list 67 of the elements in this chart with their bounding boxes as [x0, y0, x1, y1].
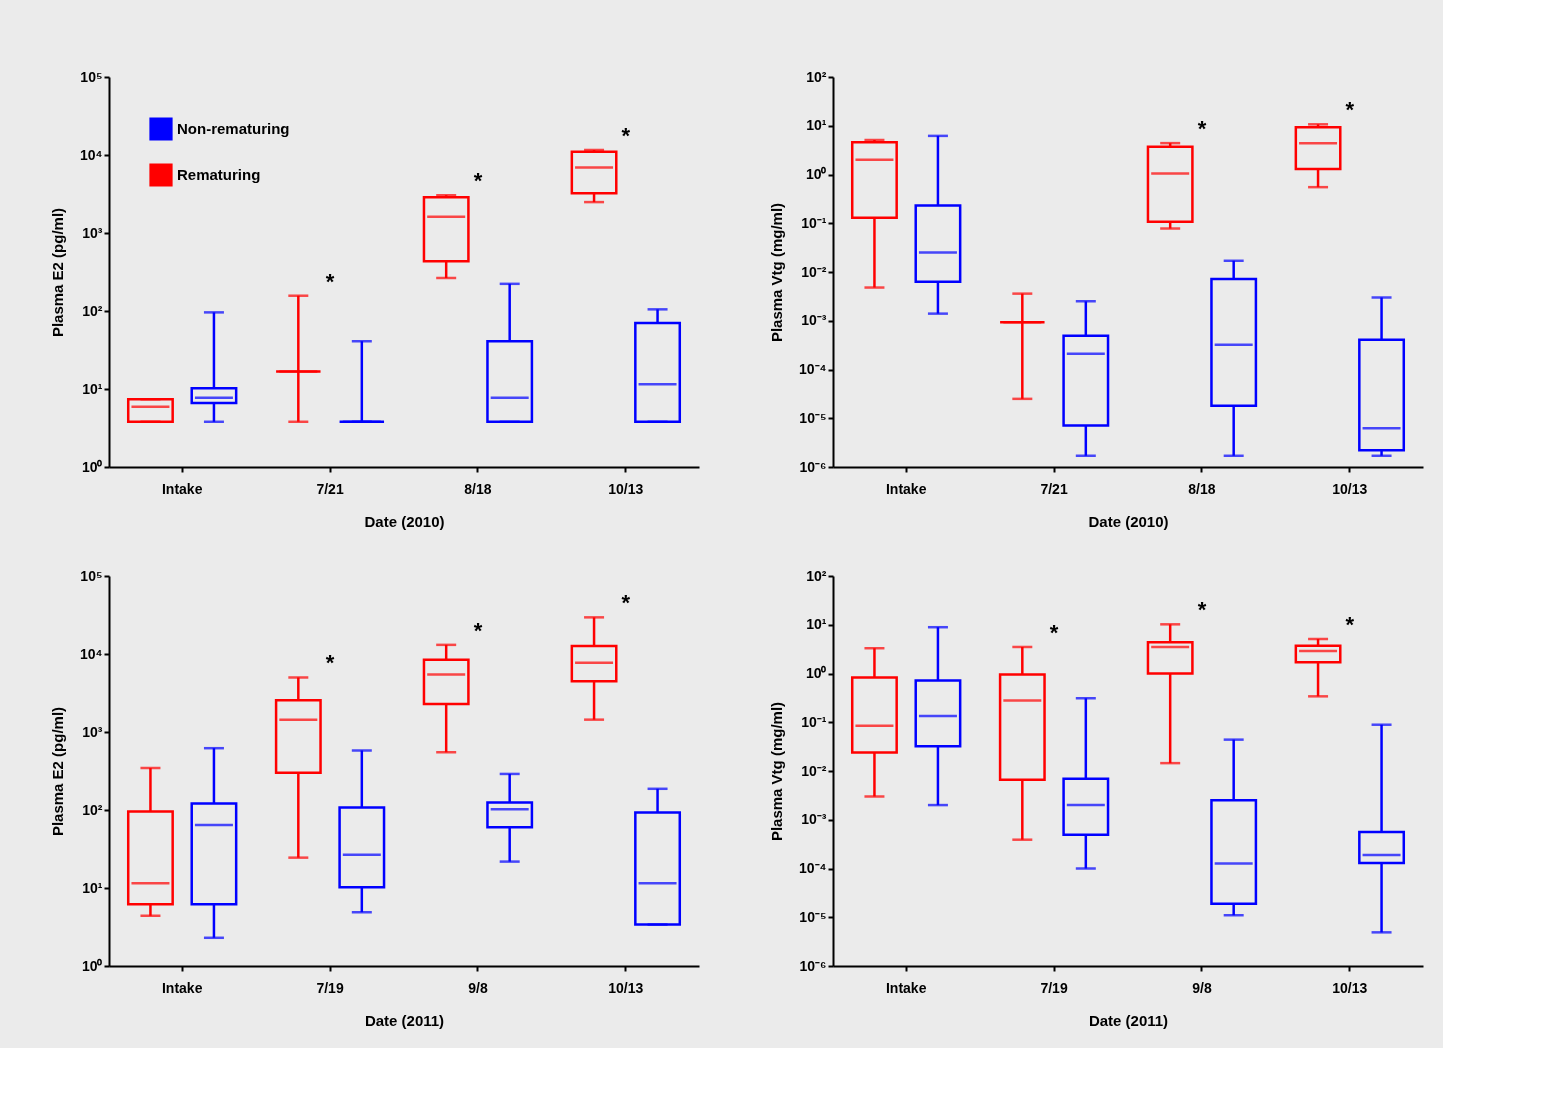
x-axis-title: Date (2010) [1088, 512, 1169, 530]
y-tick-label: 10² [82, 302, 103, 319]
y-tick-label: 10⁻³ [801, 811, 827, 828]
annotation: * [325, 268, 335, 294]
x-tick-label: 10/13 [1332, 480, 1368, 497]
y-tick-label: 10⁴ [80, 146, 103, 163]
annotation: * [325, 650, 335, 676]
x-tick-label: 7/21 [316, 480, 344, 497]
x-tick-label: 7/19 [1040, 979, 1068, 996]
annotation: * [473, 617, 483, 643]
annotation: * [1197, 116, 1207, 142]
x-axis-title: Date (2010) [364, 512, 445, 530]
y-tick-label: 10¹ [82, 380, 103, 397]
x-tick-label: Intake [161, 480, 203, 497]
y-tick-label: 10¹ [806, 117, 827, 134]
annotation: * [1345, 612, 1355, 638]
x-tick-label: 10/13 [1332, 979, 1368, 996]
x-tick-label: 7/21 [1040, 480, 1068, 497]
y-tick-label: 10⁻⁵ [799, 409, 827, 426]
y-tick-label: 10⁰ [805, 166, 827, 182]
y-tick-label: 10⁻⁴ [799, 860, 827, 876]
x-tick-label: 8/18 [1188, 480, 1216, 497]
y-tick-label: 10⁻¹ [801, 214, 827, 231]
y-tick-label: 10⁵ [80, 567, 103, 584]
x-tick-label: Intake [161, 979, 203, 996]
annotation: * [473, 168, 483, 194]
y-tick-label: 10⁻⁵ [799, 908, 827, 925]
y-tick-label: 10¹ [806, 616, 827, 633]
y-axis-title: Plasma E2 (pg/ml) [49, 706, 66, 837]
annotation: * [1197, 597, 1207, 623]
y-tick-label: 10⁰ [81, 957, 103, 974]
y-tick-label: 10⁰ [805, 665, 827, 681]
x-tick-label: 7/19 [316, 979, 344, 996]
y-tick-label: 10⁻³ [801, 312, 827, 329]
x-tick-label: Intake [885, 979, 927, 996]
x-axis-title: Date (2011) [1088, 1011, 1169, 1029]
x-tick-label: 8/18 [464, 480, 492, 497]
x-tick-label: Intake [885, 480, 927, 497]
y-axis-title: Plasma Vtg (mg/ml) [768, 701, 785, 842]
legend-label: Non-rematuring [177, 120, 290, 137]
y-tick-label: 10⁻⁶ [799, 458, 827, 475]
x-tick-label: 9/8 [1192, 979, 1212, 996]
legend-label: Rematuring [177, 166, 261, 183]
annotation: * [621, 122, 631, 148]
x-tick-label: 10/13 [608, 480, 644, 497]
y-tick-label: 10⁵ [80, 68, 103, 85]
y-tick-label: 10² [806, 68, 827, 85]
y-tick-label: 10⁻² [801, 263, 827, 280]
y-tick-label: 10⁴ [80, 645, 103, 662]
y-tick-label: 10⁻¹ [801, 713, 827, 730]
y-axis-title: Plasma E2 (pg/ml) [49, 207, 66, 338]
y-tick-label: 10⁻⁴ [799, 361, 827, 377]
x-axis-title: Date (2011) [364, 1011, 445, 1029]
annotation: * [1049, 619, 1059, 645]
y-tick-label: 10⁻⁶ [799, 957, 827, 974]
y-axis-title: Plasma Vtg (mg/ml) [768, 202, 785, 343]
annotation: * [621, 590, 631, 616]
y-tick-label: 10² [806, 567, 827, 584]
y-tick-label: 10³ [82, 723, 103, 740]
y-tick-label: 10¹ [82, 879, 103, 896]
y-tick-label: 10⁻² [801, 762, 827, 779]
x-tick-label: 9/8 [468, 979, 488, 996]
annotation: * [1345, 97, 1355, 123]
y-tick-label: 10² [82, 801, 103, 818]
y-tick-label: 10³ [82, 224, 103, 241]
y-tick-label: 10⁰ [81, 458, 103, 475]
x-tick-label: 10/13 [608, 979, 644, 996]
